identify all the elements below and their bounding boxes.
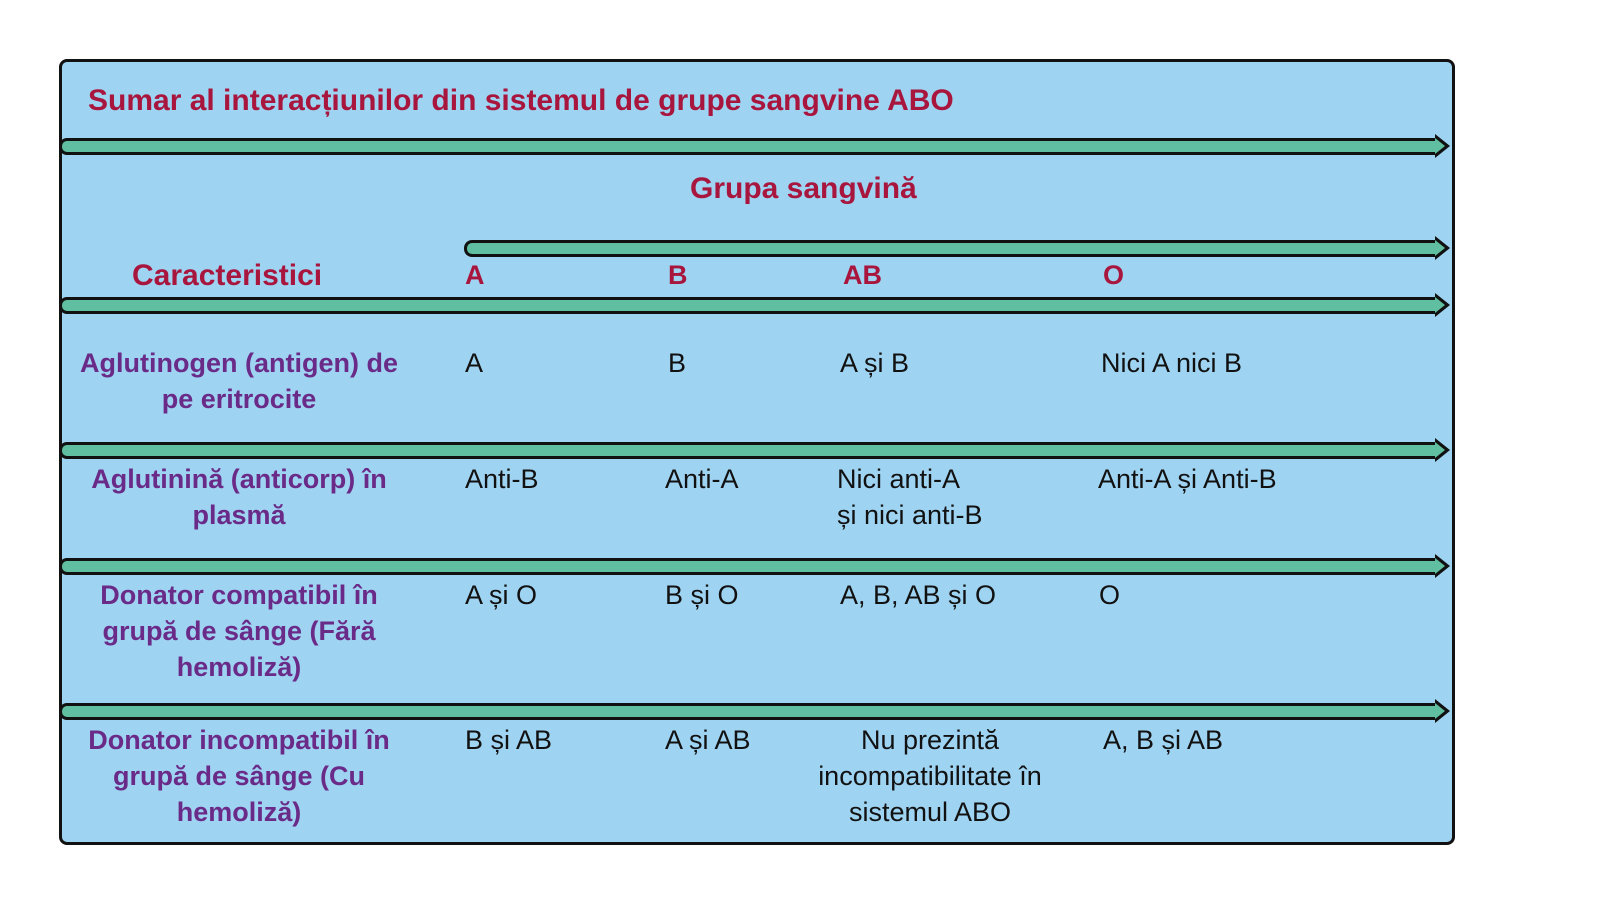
arrowhead-icon [1435,554,1450,578]
table-cell: B [668,348,687,378]
arrowhead-icon [1435,699,1450,723]
table-cell: B și O [665,580,739,610]
table-cell: A și B [840,348,910,378]
table-cell: Anti-B [465,464,539,494]
column-header-ab: AB [843,260,882,290]
separator-arrow-header [59,297,1436,314]
table-cell: A, B și AB [1103,725,1224,755]
separator-arrow-group [464,240,1436,257]
row-label-compatible-donor: Donator compatibil în grupă de sânge (Fă… [100,580,378,682]
table-cell: Nici A nici B [1101,348,1243,378]
table-cell: A, B, AB și O [840,580,997,610]
row-label-antigen: Aglutinogen (antigen) de pe eritrocite [80,348,398,414]
arrowhead-icon [1435,438,1450,462]
table-cell: Anti-A și Anti-B [1098,464,1277,494]
arrowhead-icon [1435,134,1450,158]
blood-group-header: Grupa sangvină [690,172,917,205]
separator-arrow-title [59,138,1436,155]
column-header-a: A [465,260,485,290]
table-cell: O [1099,580,1121,610]
separator-arrow-row1 [59,442,1436,459]
table-cell: A [465,348,484,378]
table-cell: B și AB [465,725,553,755]
arrowhead-icon [1435,236,1450,260]
table-cell: A și AB [665,725,751,755]
arrowhead-icon [1435,293,1450,317]
column-header-o: O [1103,260,1125,290]
table-cell: A și O [465,580,538,610]
row-label-incompatible-donor: Donator incompatibil în grupă de sânge (… [88,725,390,827]
separator-arrow-row2 [59,558,1436,575]
separator-arrow-row3 [59,703,1436,720]
table-cell: Anti-A [665,464,739,494]
characteristics-header: Caracteristici [132,259,323,292]
row-label-antibody: Aglutinină (anticorp) în plasmă [91,464,387,530]
page-title: Sumar al interacțiunilor din sistemul de… [88,84,954,117]
table-cell: Nu prezintă incompatibilitate în sistemu… [818,725,1042,827]
column-header-b: B [668,260,688,290]
table-cell: Nici anti-A și nici anti-B [837,464,983,530]
